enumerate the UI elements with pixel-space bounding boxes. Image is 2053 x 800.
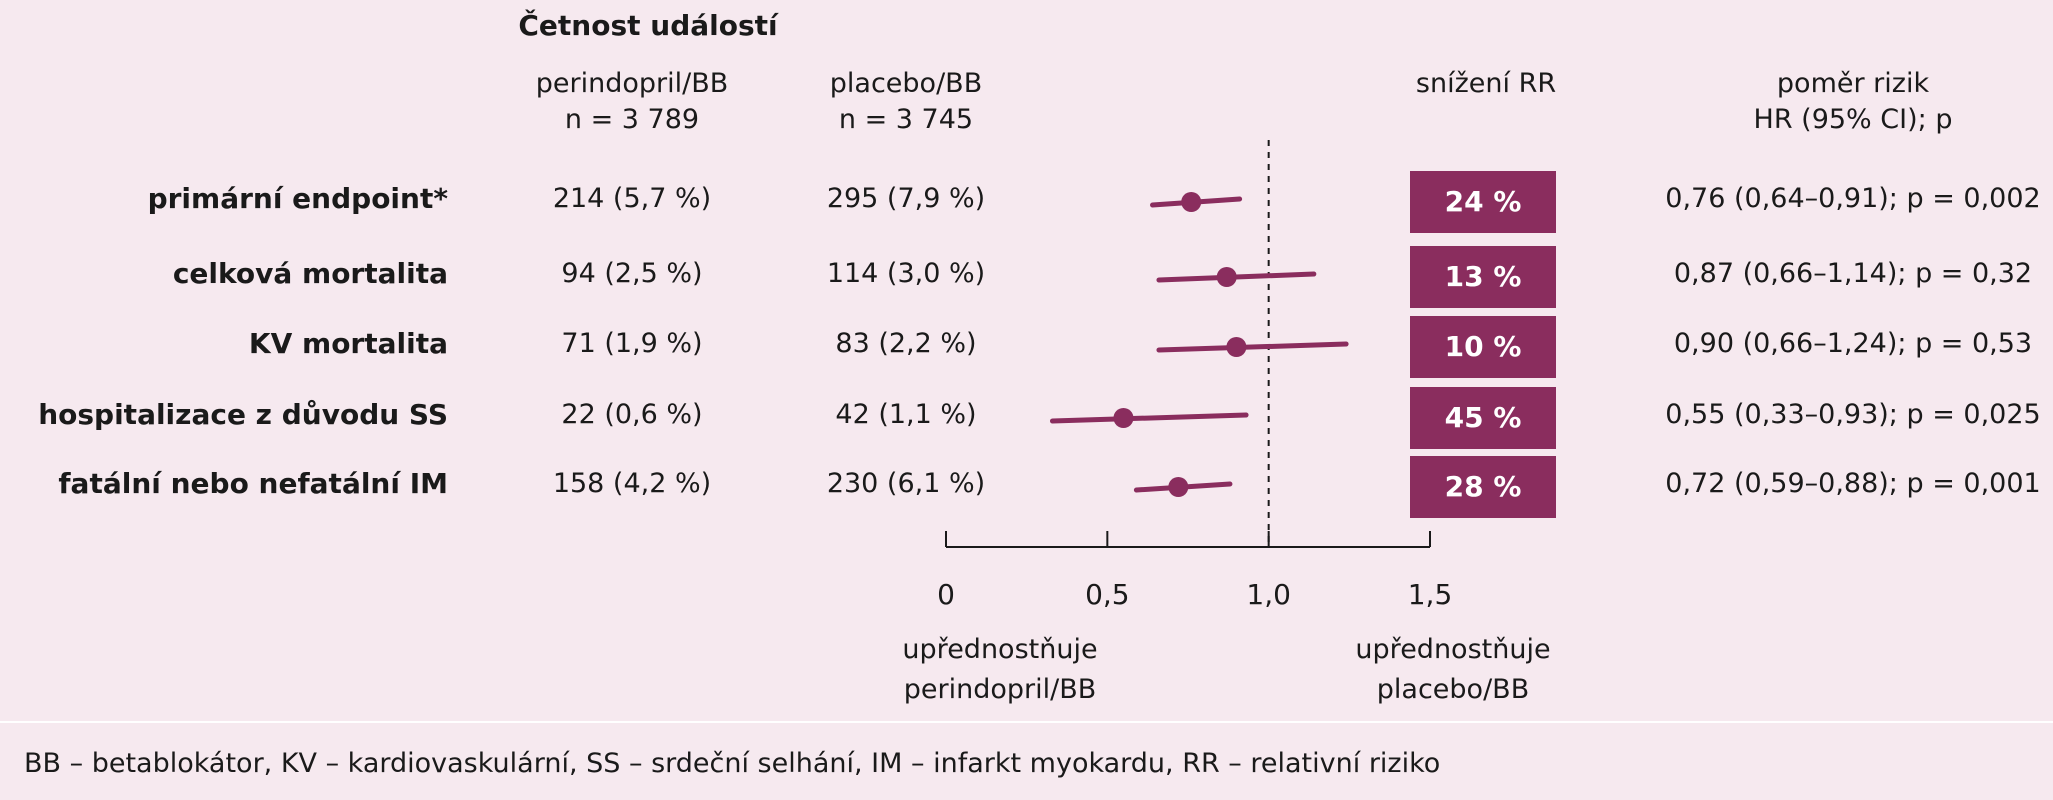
favors-perindopril-label: upřednostňuje perindopril/BB	[902, 630, 1097, 710]
events-frequency-title: Četnost událostí	[518, 9, 778, 42]
placebo-column-header: placebo/BB n = 3 745	[830, 66, 982, 138]
favors-perindopril-line2: perindopril/BB	[903, 674, 1097, 705]
hazard-ratio-header: poměr rizik HR (95% CI); p	[1754, 66, 1953, 138]
hazard-ratio-header-line2: HR (95% CI); p	[1753, 104, 1953, 135]
hazard-ratio-value: 0,90 (0,66–1,24); p = 0,53	[1673, 328, 2033, 359]
placebo-count: 295 (7,9 %)	[826, 183, 986, 214]
footnote-divider	[0, 721, 2053, 723]
row-label: celková mortalita	[172, 257, 448, 290]
hr-point	[1181, 192, 1202, 212]
row-label: hospitalizace z důvodu SS	[38, 398, 448, 431]
hazard-ratio-value: 0,55 (0,33–0,93); p = 0,025	[1665, 399, 2041, 430]
favors-placebo-line2: placebo/BB	[1376, 674, 1530, 705]
hazard-ratio-value: 0,87 (0,66–1,14); p = 0,32	[1673, 258, 2033, 289]
favors-perindopril-line1: upřednostňuje	[902, 634, 1098, 665]
perindopril-count: 94 (2,5 %)	[561, 258, 703, 289]
placebo-column-n: n = 3 745	[838, 104, 974, 135]
perindopril-count: 214 (5,7 %)	[552, 183, 712, 214]
placebo-count: 42 (1,1 %)	[835, 399, 977, 430]
row-label: fatální nebo nefatální IM	[58, 467, 448, 500]
hazard-ratio-value: 0,76 (0,64–0,91); p = 0,002	[1665, 183, 2041, 214]
rr-reduction-header: snížení RR	[1415, 68, 1557, 99]
rr-reduction-badge: 24 %	[1410, 171, 1556, 233]
rr-reduction-badge: 45 %	[1410, 387, 1556, 449]
placebo-count: 114 (3,0 %)	[826, 258, 986, 289]
ci-line	[1156, 341, 1349, 353]
favors-placebo-label: upřednostňuje placebo/BB	[1355, 630, 1550, 710]
hazard-ratio-value: 0,72 (0,59–0,88); p = 0,001	[1665, 468, 2041, 499]
perindopril-column-n: n = 3 789	[564, 104, 700, 135]
row-label: primární endpoint*	[147, 182, 448, 215]
x-tick-label: 0,5	[1085, 578, 1130, 611]
rr-reduction-badge: 10 %	[1410, 316, 1556, 378]
rr-reduction-badge: 28 %	[1410, 456, 1556, 518]
perindopril-count: 158 (4,2 %)	[552, 468, 712, 499]
row-label: KV mortalita	[248, 327, 448, 360]
hr-point	[1113, 408, 1134, 428]
hr-point	[1168, 477, 1189, 497]
perindopril-column-header: perindopril/BB n = 3 789	[536, 66, 729, 138]
rr-reduction-badge: 13 %	[1410, 246, 1556, 308]
hr-point	[1226, 337, 1247, 357]
perindopril-count: 22 (0,6 %)	[561, 399, 703, 430]
x-tick-label: 1,0	[1246, 578, 1291, 611]
perindopril-count: 71 (1,9 %)	[561, 328, 703, 359]
placebo-count: 83 (2,2 %)	[835, 328, 977, 359]
abbreviations-footnote: BB – betablokátor, KV – kardiovaskulární…	[24, 748, 1441, 779]
hr-point	[1216, 267, 1237, 287]
hazard-ratio-header-line1: poměr rizik	[1776, 68, 1930, 99]
ci-line	[1049, 412, 1249, 424]
perindopril-column-name: perindopril/BB	[535, 68, 729, 99]
x-tick-label: 0	[937, 578, 955, 611]
x-tick-label: 1,5	[1407, 578, 1453, 611]
favors-placebo-line1: upřednostňuje	[1355, 634, 1551, 665]
placebo-count: 230 (6,1 %)	[826, 468, 986, 499]
placebo-column-name: placebo/BB	[829, 68, 983, 99]
